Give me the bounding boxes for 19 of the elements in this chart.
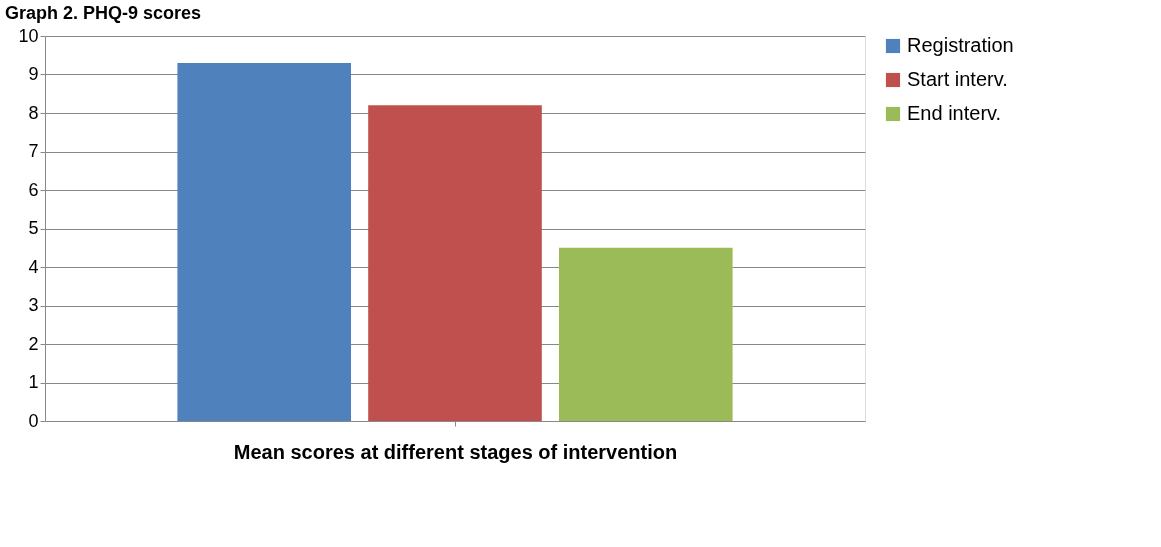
y-tick-label: 7: [28, 141, 39, 161]
y-tick-label: 8: [28, 102, 39, 123]
x-axis-title: Mean scores at different stages of intervention: [233, 440, 678, 463]
y-tick-label: 10: [18, 25, 39, 46]
bar: [368, 105, 542, 421]
y-tick-label: 0: [28, 410, 39, 431]
y-tick-label: 2: [28, 333, 39, 354]
legend-label: End interv.: [907, 102, 1002, 124]
y-tick-label: 4: [28, 256, 39, 277]
bar: [177, 62, 352, 421]
legend-label: Start interv.: [907, 68, 1008, 90]
y-tick-label: 5: [28, 218, 39, 238]
y-tick-label: 9: [28, 64, 39, 84]
y-tick-label: 6: [28, 179, 39, 200]
y-tick-label: 3: [28, 295, 39, 315]
legend-label: Registration: [907, 34, 1014, 56]
chart-title: Graph 2. PHQ-9 scores: [5, 3, 202, 23]
bar: [558, 247, 733, 421]
y-tick-label: 1: [28, 372, 39, 392]
